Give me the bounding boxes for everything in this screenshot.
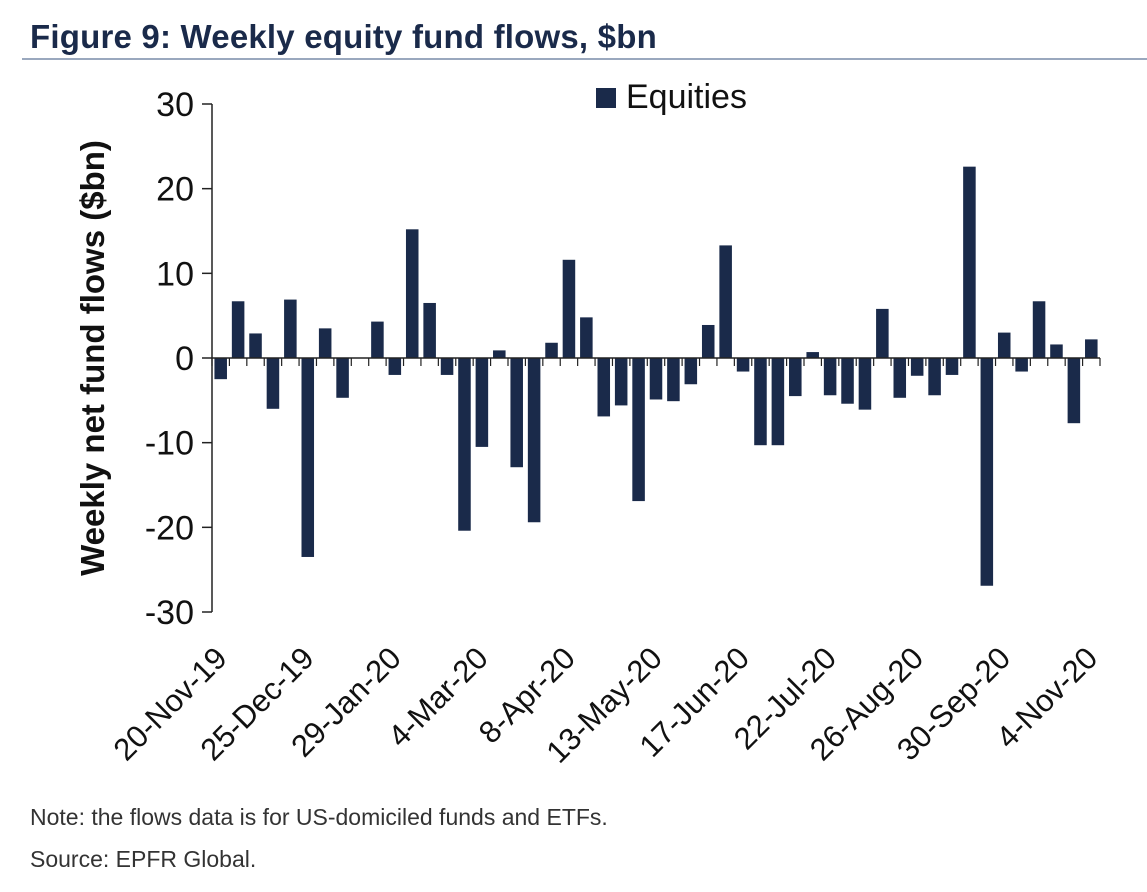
bar — [754, 358, 767, 446]
bar — [667, 358, 680, 402]
bar — [458, 358, 471, 531]
bar — [527, 358, 541, 523]
bar — [440, 358, 454, 375]
bar — [231, 301, 245, 358]
legend-label: Equities — [626, 78, 747, 116]
bar — [701, 324, 715, 358]
bar — [545, 342, 558, 358]
bar — [301, 358, 315, 557]
bar — [284, 299, 297, 358]
bar — [876, 308, 889, 358]
bar — [597, 358, 611, 417]
bar — [893, 358, 907, 398]
bar — [371, 321, 384, 358]
y-tick-label: 30 — [156, 86, 194, 124]
y-tick-label: 0 — [175, 340, 194, 378]
bar — [684, 358, 698, 385]
bar — [475, 358, 489, 447]
y-tick-label: 10 — [156, 255, 194, 293]
bar — [1015, 358, 1028, 372]
bar — [980, 358, 994, 586]
title-divider — [22, 58, 1147, 60]
bar — [997, 332, 1011, 358]
bar — [388, 358, 402, 375]
footnote: Note: the flows data is for US-domiciled… — [30, 804, 608, 830]
bar — [1050, 344, 1063, 358]
bar — [632, 358, 645, 502]
bar — [841, 358, 854, 404]
bar — [405, 229, 419, 358]
bar — [945, 358, 959, 375]
bar — [823, 358, 837, 396]
bar — [649, 358, 663, 400]
bar — [1032, 301, 1046, 358]
bar — [910, 358, 924, 376]
bar — [266, 358, 280, 409]
bar — [789, 358, 802, 397]
y-tick-label: -30 — [145, 594, 194, 632]
bar — [614, 358, 628, 406]
bar — [423, 302, 436, 358]
bar — [318, 328, 332, 358]
bar-chart: 30 20 10 0 -10 -20 -30 Weekly net fund flows ($… — [74, 78, 1104, 770]
bar — [719, 245, 732, 358]
chart-title: Figure 9: Weekly equity fund flows, $bn — [30, 18, 657, 55]
bar — [928, 358, 941, 396]
bar — [510, 358, 523, 468]
bar — [771, 358, 785, 446]
bar — [858, 358, 872, 410]
y-tick-label: -10 — [145, 425, 194, 463]
bar — [963, 166, 976, 358]
y-tick-label: -20 — [145, 509, 194, 547]
bar — [214, 358, 227, 380]
y-axis-title: Weekly net fund flows ($bn) — [74, 140, 111, 576]
bar — [806, 352, 819, 358]
bar — [249, 333, 262, 358]
bar — [736, 358, 750, 372]
bar — [336, 358, 349, 398]
bar — [493, 350, 506, 358]
y-tick-label: 20 — [156, 171, 194, 209]
bar — [580, 317, 593, 358]
bar — [1067, 358, 1081, 424]
source-note: Source: EPFR Global. — [30, 846, 257, 872]
bar — [1085, 339, 1098, 358]
legend-swatch — [596, 88, 616, 108]
bar — [562, 259, 576, 358]
